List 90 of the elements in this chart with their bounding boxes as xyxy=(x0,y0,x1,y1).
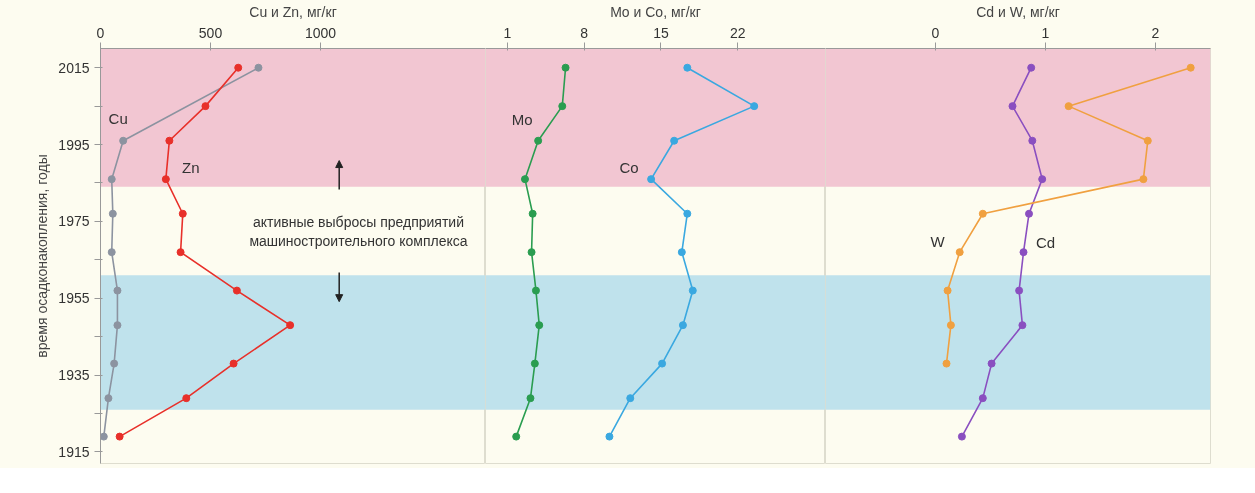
annotation: активные выбросы предприятий машиностроительного комплекса xyxy=(249,213,468,249)
point xyxy=(1008,102,1017,111)
series-label: Co xyxy=(619,158,639,176)
point xyxy=(113,286,122,295)
x-tick-label: 15 xyxy=(653,24,669,41)
series-label: W xyxy=(930,232,946,250)
point xyxy=(1028,136,1037,145)
point xyxy=(512,432,521,441)
point xyxy=(530,359,539,368)
point xyxy=(201,102,210,111)
series-label: Cu xyxy=(108,110,128,128)
point xyxy=(647,175,656,184)
x-axis-title: Cu и Zn, мг/кг xyxy=(249,3,337,20)
point xyxy=(108,209,117,218)
y-axis-title: время осадконакопления, годы xyxy=(34,154,51,358)
y-tick-label: 2015 xyxy=(58,59,90,76)
point xyxy=(534,136,543,145)
x-axis-title: Mo и Co, мг/кг xyxy=(610,3,701,20)
point xyxy=(526,394,535,403)
point xyxy=(531,286,540,295)
point xyxy=(626,394,635,403)
point xyxy=(1015,286,1024,295)
point xyxy=(107,175,116,184)
point xyxy=(229,359,238,368)
y-tick-label: 1995 xyxy=(58,136,90,153)
point xyxy=(113,321,122,330)
x-tick-label: 1 xyxy=(503,24,512,41)
point xyxy=(558,102,567,111)
x-tick-label: 8 xyxy=(580,24,589,41)
point xyxy=(182,394,191,403)
point xyxy=(978,394,987,403)
point xyxy=(535,321,544,330)
point xyxy=(688,286,697,295)
point xyxy=(286,321,295,330)
y-tick-label: 1955 xyxy=(58,290,90,307)
point xyxy=(107,248,116,257)
point xyxy=(677,248,686,257)
point xyxy=(683,209,692,218)
point xyxy=(1019,248,1028,257)
point xyxy=(670,136,679,145)
point xyxy=(1186,63,1195,72)
series-label: Mo xyxy=(511,110,533,128)
y-tick-label: 1915 xyxy=(58,443,90,460)
point xyxy=(161,175,170,184)
point xyxy=(1064,102,1073,111)
point xyxy=(955,248,964,257)
point xyxy=(957,432,966,441)
point xyxy=(1038,175,1047,184)
point xyxy=(605,432,614,441)
point xyxy=(520,175,529,184)
x-tick-label: 1000 xyxy=(304,24,337,41)
series-label: Zn xyxy=(182,158,200,176)
point xyxy=(254,63,263,72)
point xyxy=(978,209,987,218)
x-axis-title: Cd и W, мг/кг xyxy=(976,3,1060,20)
point xyxy=(176,248,185,257)
point xyxy=(119,136,128,145)
point xyxy=(165,136,174,145)
y-tick-label: 1935 xyxy=(58,367,90,384)
point xyxy=(946,321,955,330)
point xyxy=(561,63,570,72)
point xyxy=(1139,175,1148,184)
point xyxy=(750,102,759,111)
point xyxy=(527,248,536,257)
point xyxy=(232,286,241,295)
point xyxy=(683,63,692,72)
x-tick-label: 1 xyxy=(1041,24,1050,41)
x-tick-label: 500 xyxy=(198,24,223,41)
x-tick-label: 22 xyxy=(729,24,746,41)
point xyxy=(1143,136,1152,145)
y-tick-label: 1975 xyxy=(58,213,90,230)
point xyxy=(678,321,687,330)
x-tick-label: 2 xyxy=(1151,24,1160,41)
point xyxy=(178,209,187,218)
point xyxy=(658,359,667,368)
x-tick-label: 0 xyxy=(96,24,105,41)
point xyxy=(104,394,113,403)
point xyxy=(110,359,119,368)
point xyxy=(1018,321,1027,330)
point xyxy=(528,209,537,218)
point xyxy=(1027,63,1036,72)
x-tick-label: 0 xyxy=(931,24,940,41)
point xyxy=(987,359,996,368)
point xyxy=(234,63,243,72)
point xyxy=(115,432,124,441)
series-label: Cd xyxy=(1035,233,1056,251)
point xyxy=(942,359,951,368)
point xyxy=(943,286,952,295)
point xyxy=(100,432,108,441)
point xyxy=(1025,209,1033,218)
